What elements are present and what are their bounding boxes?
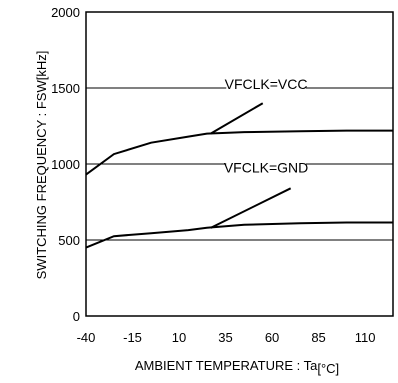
series-line: [85, 221, 393, 249]
y-tick-label: 1000: [51, 157, 80, 172]
x-tick-label: 110: [355, 330, 376, 345]
series-lines: [85, 129, 393, 249]
x-tick-label: -40: [77, 330, 96, 345]
tick-labels: 0 500 1000 1500 2000 -40 -15 10 35 60 85 110: [51, 5, 375, 345]
annotation-labels: VFCLK=VCC VFCLK=GND: [224, 75, 308, 177]
annotation-pointers: [210, 102, 292, 229]
y-tick-label: 1500: [51, 81, 80, 96]
series-line: [85, 129, 393, 176]
series-annotation-label: VFCLK=VCC: [225, 76, 308, 92]
series-annotation-label: VFCLK=GND: [224, 160, 308, 176]
annotation-label-bg: [226, 75, 306, 93]
annotation-label-bg: [226, 158, 306, 177]
x-tick-label: 85: [311, 330, 325, 345]
x-tick-label: -15: [123, 330, 142, 345]
y-tick-label: 500: [58, 233, 80, 248]
x-axis-title: AMBIENT TEMPERATURE : Ta[°C]: [135, 358, 339, 376]
y-tick-label: 0: [73, 309, 80, 324]
plot-frame: [85, 11, 394, 317]
annotation-pointer: [210, 102, 264, 135]
x-tick-label: 35: [218, 330, 232, 345]
y-axis-title: SWITCHING FREQUENCY : FSW[kHz]: [34, 51, 49, 280]
annotation-pointer: [210, 187, 292, 229]
x-tick-label: 60: [265, 330, 279, 345]
y-tick-label: 2000: [51, 5, 80, 20]
x-tick-label: 10: [172, 330, 186, 345]
